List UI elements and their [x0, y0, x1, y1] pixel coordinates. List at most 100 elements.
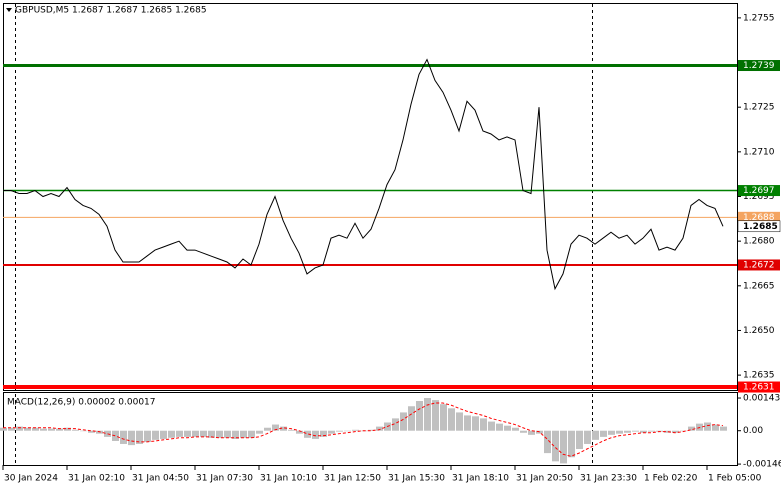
macd-bar: [336, 430, 343, 432]
macd-bar: [416, 401, 423, 431]
macd-bar: [568, 430, 575, 458]
macd-bar: [328, 430, 335, 434]
macd-bar: [640, 430, 647, 433]
macd-bar: [512, 427, 519, 431]
macd-bar: [312, 430, 319, 439]
y-tick-label: 1.2635: [743, 371, 775, 381]
macd-bar: [272, 424, 279, 431]
last-price-bg: [737, 220, 781, 233]
macd-bar: [256, 430, 263, 434]
macd-bar: [40, 428, 47, 431]
macd-bar: [304, 430, 311, 438]
x-tick-label: 31 Jan 15:30: [388, 474, 445, 484]
macd-bar: [208, 430, 215, 438]
macd-bar: [232, 430, 239, 439]
level-label: 1.2739: [743, 61, 775, 71]
macd-bar: [504, 425, 511, 431]
x-tick-label: 31 Jan 18:10: [452, 474, 509, 484]
indicator-title: MACD(12,26,9) 0.00002 0.00017: [7, 398, 156, 408]
macd-bar: [16, 426, 23, 431]
macd-bar: [648, 430, 655, 432]
macd-bar: [368, 429, 375, 431]
macd-bar: [112, 430, 119, 441]
x-tick-label: 31 Jan 04:50: [132, 474, 189, 484]
macd-bar: [440, 404, 447, 431]
macd-bar: [56, 428, 63, 431]
macd-bar: [184, 430, 191, 437]
y-tick-label: 1.2695: [743, 192, 775, 202]
level-label-bg: [738, 381, 780, 393]
macd-bar: [136, 430, 143, 444]
macd-bar: [248, 430, 255, 438]
macd-bar: [424, 398, 431, 431]
level-label: 1.2697: [743, 186, 775, 196]
macd-bar: [520, 430, 527, 433]
y-tick-label: 1.2710: [743, 147, 775, 157]
macd-bar: [264, 427, 271, 431]
macd-bar: [144, 430, 151, 442]
macd-bar: [128, 430, 135, 446]
level-label: 1.2672: [743, 260, 775, 270]
macd-bar: [712, 424, 719, 431]
macd-bar: [720, 426, 727, 431]
macd-bar: [64, 427, 71, 431]
macd-bar: [0, 427, 7, 431]
level-label-bg: [738, 60, 780, 72]
macd-bar: [552, 430, 559, 462]
level-label: 1.2631: [743, 383, 775, 393]
macd-bar: [152, 430, 159, 440]
level-label-bg: [738, 211, 780, 223]
level-label-bg: [738, 259, 780, 271]
macd-bar: [48, 428, 55, 431]
macd-bar: [296, 430, 303, 434]
macd-bar: [688, 426, 695, 431]
macd-bar: [672, 430, 679, 433]
chart-title: GBPUSD,M5 1.2687 1.2687 1.2685 1.2685: [15, 6, 207, 16]
macd-bar: [8, 427, 15, 431]
macd-bar: [280, 426, 287, 431]
macd-bar: [24, 427, 31, 431]
signal-line: [3, 402, 724, 457]
x-tick-label: 31 Jan 12:50: [324, 474, 381, 484]
macd-bar: [288, 429, 295, 431]
x-tick-label: 31 Jan 07:30: [196, 474, 253, 484]
macd-bar: [432, 400, 439, 431]
macd-bar: [472, 416, 479, 431]
macd-bar: [192, 430, 199, 437]
macd-bar: [664, 430, 671, 433]
y-tick-label: 1.2650: [743, 326, 775, 336]
macd-bar: [176, 430, 183, 437]
macd-bar: [592, 430, 599, 440]
macd-bar: [320, 430, 327, 437]
macd-bar: [448, 408, 455, 431]
macd-bar: [600, 430, 607, 437]
macd-bar: [560, 430, 567, 464]
macd-bar: [376, 426, 383, 431]
macd-bar: [408, 406, 415, 431]
y-tick-label: 1.2665: [743, 281, 775, 291]
x-tick-label: 31 Jan 10:10: [260, 474, 317, 484]
y-tick-label: -0.00146: [743, 460, 781, 470]
macd-bar: [704, 422, 711, 431]
macd-bar: [576, 430, 583, 449]
menu-arrow: [6, 8, 12, 12]
macd-bar: [80, 430, 87, 432]
macd-bar: [464, 415, 471, 431]
macd-bar: [480, 418, 487, 431]
macd-bar: [616, 430, 623, 434]
y-tick-label: 0.00143: [743, 394, 780, 404]
macd-bar: [344, 430, 351, 432]
macd-bar: [392, 418, 399, 431]
macd-bar: [496, 423, 503, 431]
macd-bar: [120, 430, 127, 444]
last-price-label: 1.2685: [743, 222, 778, 232]
macd-bar: [608, 430, 615, 435]
macd-bar: [88, 430, 95, 433]
level-label-bg: [738, 185, 780, 197]
macd-bar: [352, 429, 359, 431]
x-tick-label: 1 Feb 05:00: [708, 474, 762, 484]
macd-bar: [632, 430, 639, 432]
level-label: 1.2688: [743, 213, 775, 223]
macd-bar: [200, 430, 207, 437]
macd-bar: [168, 430, 175, 438]
